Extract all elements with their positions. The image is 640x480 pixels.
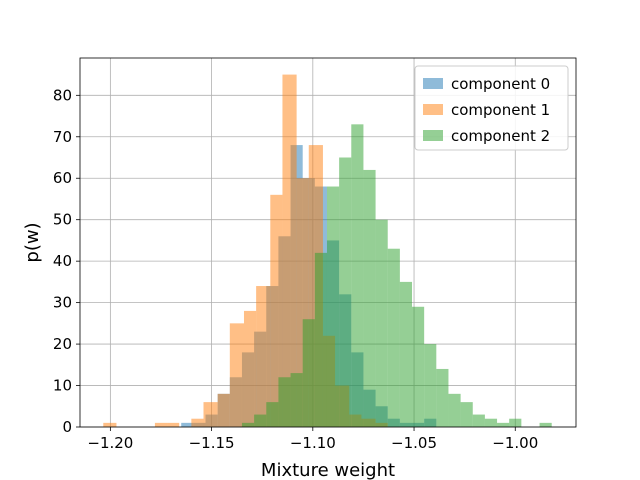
x-tick-label: −1.20	[87, 434, 133, 452]
x-tick-label: −1.00	[492, 434, 538, 452]
histogram-bar	[424, 344, 437, 427]
x-tick-label: −1.05	[391, 434, 437, 452]
histogram-bar	[539, 422, 552, 427]
histogram-bar	[399, 281, 413, 427]
y-tick-label: 60	[53, 169, 72, 187]
histogram-bar	[436, 368, 449, 427]
x-tick-label: −1.10	[290, 434, 336, 452]
histogram-bar	[363, 169, 376, 427]
histogram-bar	[270, 194, 283, 427]
histogram-bar	[351, 124, 364, 427]
legend: component 0 component 1 component 2	[414, 65, 569, 151]
histogram-bar	[243, 310, 257, 427]
x-tick-label: −1.15	[189, 434, 235, 452]
histogram-bar	[460, 402, 473, 427]
y-tick-label: 20	[53, 335, 72, 353]
histogram-bar	[278, 377, 291, 427]
histogram-bar	[241, 422, 255, 427]
histogram-bar	[497, 422, 510, 427]
histogram-bar	[256, 286, 271, 427]
histogram-bar	[472, 414, 485, 427]
y-tick-label: 30	[53, 294, 72, 312]
histogram-bar	[103, 422, 117, 427]
legend-entry-label: component 0	[451, 75, 550, 93]
y-tick-label: 0	[62, 418, 72, 436]
histogram-bar	[339, 157, 352, 427]
y-tick-label: 70	[53, 128, 72, 146]
legend-swatch	[423, 130, 443, 141]
histogram-bar	[282, 74, 297, 428]
axis-ticks: −1.20 −1.15 −1.10 −1.05 −1.00 0 10 20 30 40 50 60 70…	[53, 86, 538, 452]
legend-entry-label: component 2	[451, 127, 550, 145]
y-tick-label: 40	[53, 252, 72, 270]
histogram-bar	[302, 319, 315, 427]
y-tick-label: 50	[53, 211, 72, 229]
y-tick-label: 80	[53, 86, 72, 104]
histogram-bar	[154, 422, 168, 427]
histogram-bar	[266, 402, 279, 427]
histogram-bar	[167, 422, 180, 427]
histogram-bar	[387, 248, 400, 427]
plot-area-frame	[79, 57, 577, 428]
y-axis-label: p(w)	[22, 222, 43, 262]
legend-swatch	[423, 104, 443, 115]
histogram-bar	[412, 306, 425, 427]
legend-entry-label: component 1	[451, 101, 550, 119]
histogram-bar	[375, 219, 388, 427]
y-tick-label: 10	[53, 377, 72, 395]
legend-swatch	[423, 78, 443, 89]
histogram-bar	[448, 393, 461, 427]
histogram-bar	[484, 418, 498, 427]
histogram-bar	[254, 414, 267, 427]
histogram-bar	[326, 186, 340, 427]
histogram-bar	[314, 252, 327, 427]
histogram-bar	[509, 418, 522, 427]
histogram-bars	[103, 74, 552, 428]
histogram-bar	[203, 402, 218, 427]
histogram-bar	[181, 422, 194, 427]
histogram-bar	[290, 373, 303, 427]
histogram-bar	[191, 418, 204, 427]
histogram-bar	[217, 393, 230, 427]
x-axis-label: Mixture weight	[261, 460, 395, 480]
histogram-bar	[229, 323, 244, 427]
legend-box	[414, 65, 569, 151]
